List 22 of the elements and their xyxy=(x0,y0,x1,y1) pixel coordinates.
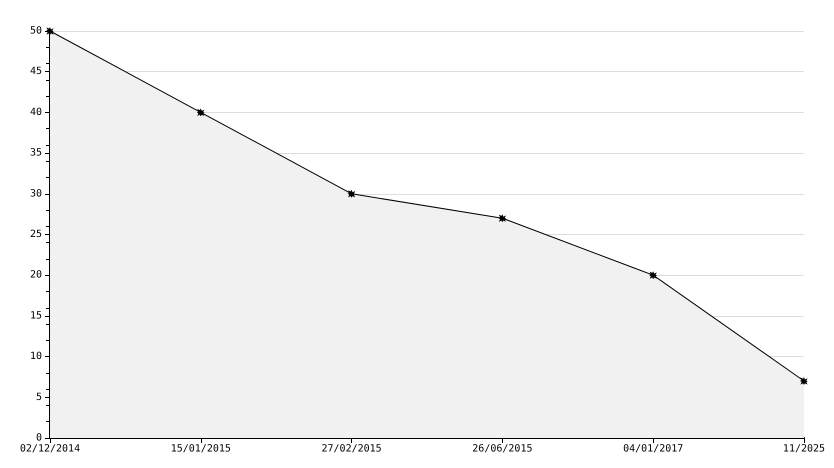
x-tick-label: 02/12/2014 xyxy=(20,444,80,454)
y-tick-label: 20 xyxy=(30,270,42,281)
x-tick-label: 04/01/2017 xyxy=(623,444,684,454)
point xyxy=(649,271,658,280)
x-tick-label: 11/2025 xyxy=(782,444,826,454)
y-tick-label: 25 xyxy=(30,229,42,240)
x-tick-label: 15/01/2015 xyxy=(170,444,231,454)
x-tick-label: 27/02/2015 xyxy=(321,444,382,454)
y-tick-label: 15 xyxy=(30,310,42,322)
y-tick-label: 50 xyxy=(30,26,42,36)
y-tick-label: 30 xyxy=(30,188,42,200)
point xyxy=(196,108,205,116)
y-tick-label: 45 xyxy=(30,66,42,78)
y-tick-label: 10 xyxy=(30,351,42,362)
point xyxy=(498,214,506,222)
x-tick-label: 26/06/2015 xyxy=(472,444,533,454)
y-tick-label: 5 xyxy=(36,392,42,403)
y-tick-label: 35 xyxy=(30,148,42,159)
y-tick-label: 40 xyxy=(30,106,42,118)
y-tick-label: 0 xyxy=(36,432,42,444)
point xyxy=(800,377,808,386)
point xyxy=(348,190,356,198)
